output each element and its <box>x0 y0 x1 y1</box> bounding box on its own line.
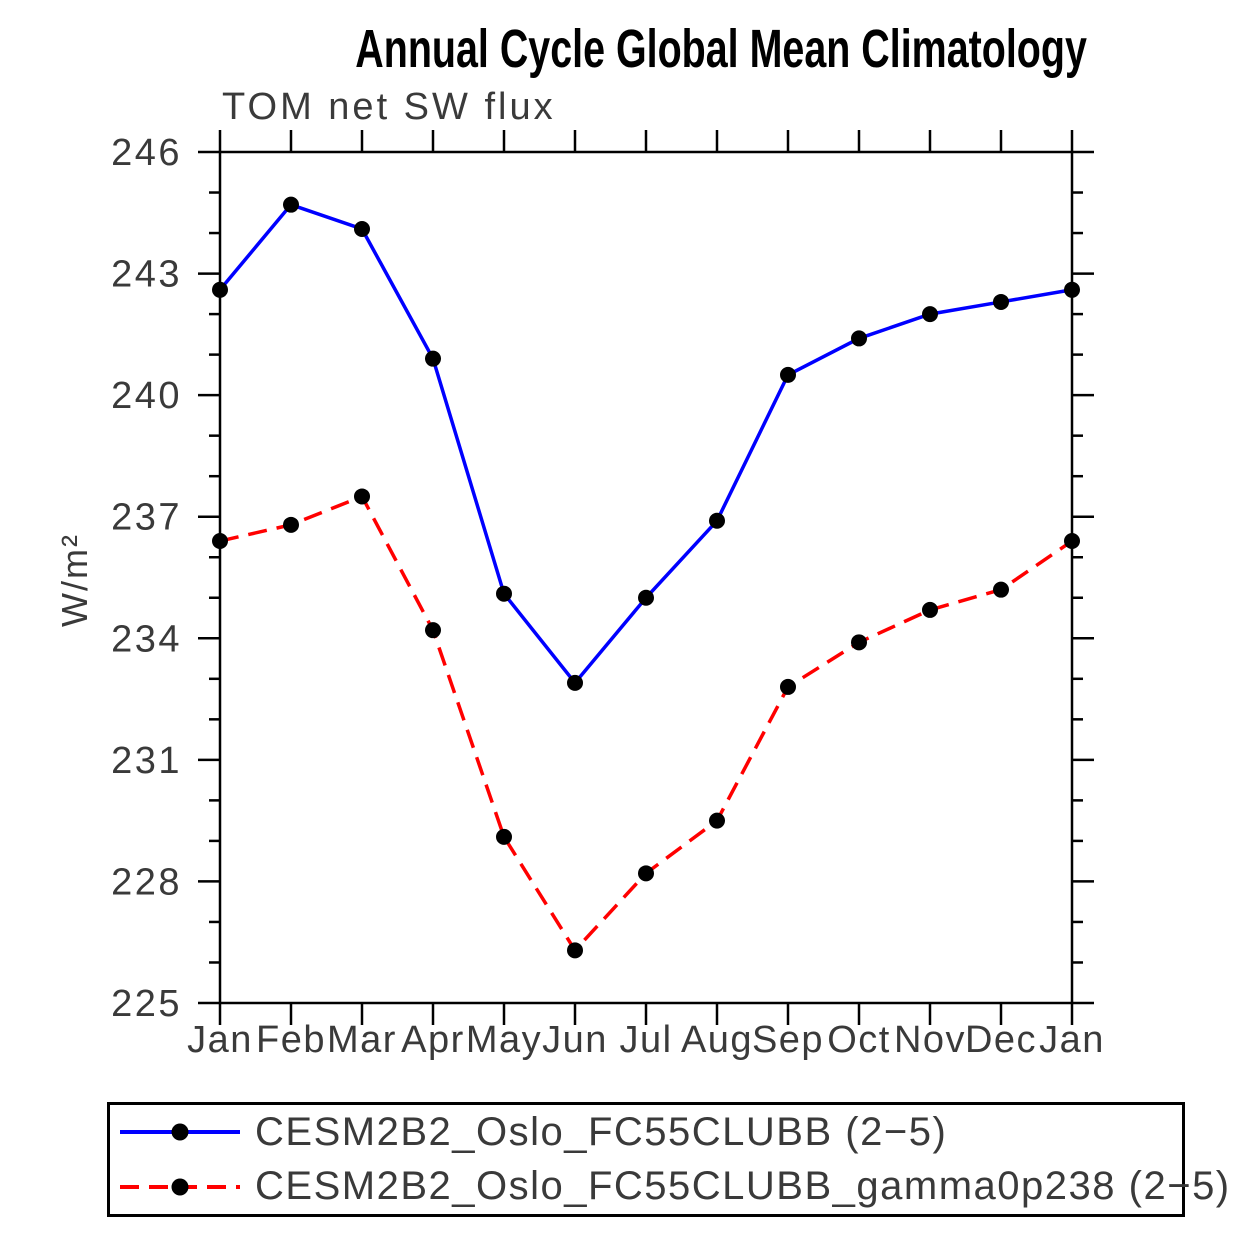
y-tick-labels: 225 228 231 234 237 240 243 246 <box>111 132 182 1025</box>
legend-label: CESM2B2_Oslo_FC55CLUBB (2−5) <box>255 1109 948 1154</box>
legend: CESM2B2_Oslo_FC55CLUBB (2−5) CESM2B2_Osl… <box>107 1102 1229 1217</box>
series-line-1 <box>219 494 1073 954</box>
x-tick-label: Aug <box>681 1019 753 1061</box>
x-tick-label: Apr <box>401 1019 465 1061</box>
y-tick-label: 225 <box>111 983 182 1025</box>
data-point-marker <box>212 281 228 298</box>
data-point-marker <box>425 622 441 639</box>
y-tick-label: 234 <box>111 618 182 660</box>
data-point-marker <box>993 293 1009 310</box>
data-point-marker <box>709 812 725 829</box>
data-point-marker <box>283 516 299 533</box>
data-point-marker <box>780 678 796 695</box>
chart-title-text: Annual Cycle Global Mean Climatology <box>355 19 1087 79</box>
x-tick-label: Dec <box>965 1019 1037 1061</box>
series-markers-0 <box>212 196 1080 691</box>
data-point-marker <box>922 306 938 323</box>
y-tick-label: 228 <box>111 861 182 903</box>
x-tick-label: Feb <box>256 1019 326 1061</box>
x-tick-label: Oct <box>827 1019 891 1061</box>
series-markers-1 <box>212 488 1080 959</box>
chart-title: Annual Cycle Global Mean Climatology <box>220 22 1087 76</box>
data-point-marker <box>780 366 796 383</box>
data-point-marker <box>496 828 512 845</box>
x-tick-label: Nov <box>894 1019 966 1061</box>
x-tick-label: Jan <box>187 1019 253 1061</box>
y-tick-label: 240 <box>111 375 182 417</box>
data-point-marker <box>425 350 441 367</box>
legend-label: CESM2B2_Oslo_FC55CLUBB_gamma0p238 (2−5) <box>255 1164 1231 1209</box>
data-point-marker <box>1064 281 1080 298</box>
data-point-marker <box>638 589 654 606</box>
legend-item: CESM2B2_Oslo_FC55CLUBB_gamma0p238 (2−5) <box>110 1160 1229 1215</box>
data-point-marker <box>567 942 583 959</box>
axis-ticks <box>198 130 1094 1025</box>
x-tick-label: May <box>466 1019 542 1061</box>
x-tick-label: Jun <box>542 1019 608 1061</box>
x-tick-label: Sep <box>752 1019 824 1061</box>
data-point-marker <box>354 220 370 237</box>
y-tick-label: 231 <box>111 740 182 782</box>
y-tick-label: 243 <box>111 254 182 296</box>
data-point-marker <box>638 865 654 882</box>
data-point-marker <box>993 581 1009 598</box>
data-point-marker <box>212 533 228 550</box>
data-point-marker <box>851 330 867 347</box>
x-tick-label: Jul <box>619 1019 672 1061</box>
x-tick-label: Jan <box>1039 1019 1105 1061</box>
data-point-marker <box>709 512 725 529</box>
chart-subtitle: TOM net SW flux <box>222 86 556 128</box>
data-point-marker <box>851 634 867 651</box>
legend-item: CESM2B2_Oslo_FC55CLUBB (2−5) <box>110 1105 1182 1160</box>
data-point-marker <box>283 196 299 213</box>
legend-marker-icon <box>171 1123 189 1141</box>
data-point-marker <box>567 674 583 691</box>
data-point-marker <box>922 601 938 618</box>
y-tick-label: 237 <box>111 497 182 539</box>
legend-line-sample <box>120 1178 240 1196</box>
x-tick-label: Mar <box>327 1019 397 1061</box>
y-tick-label: 246 <box>111 132 182 174</box>
data-point-marker <box>354 488 370 505</box>
legend-line-sample <box>120 1123 240 1141</box>
series-line-0 <box>218 202 1073 686</box>
data-point-marker <box>496 585 512 602</box>
data-point-marker <box>1064 533 1080 550</box>
legend-marker-icon <box>171 1178 189 1196</box>
plot-frame <box>218 150 1074 1005</box>
